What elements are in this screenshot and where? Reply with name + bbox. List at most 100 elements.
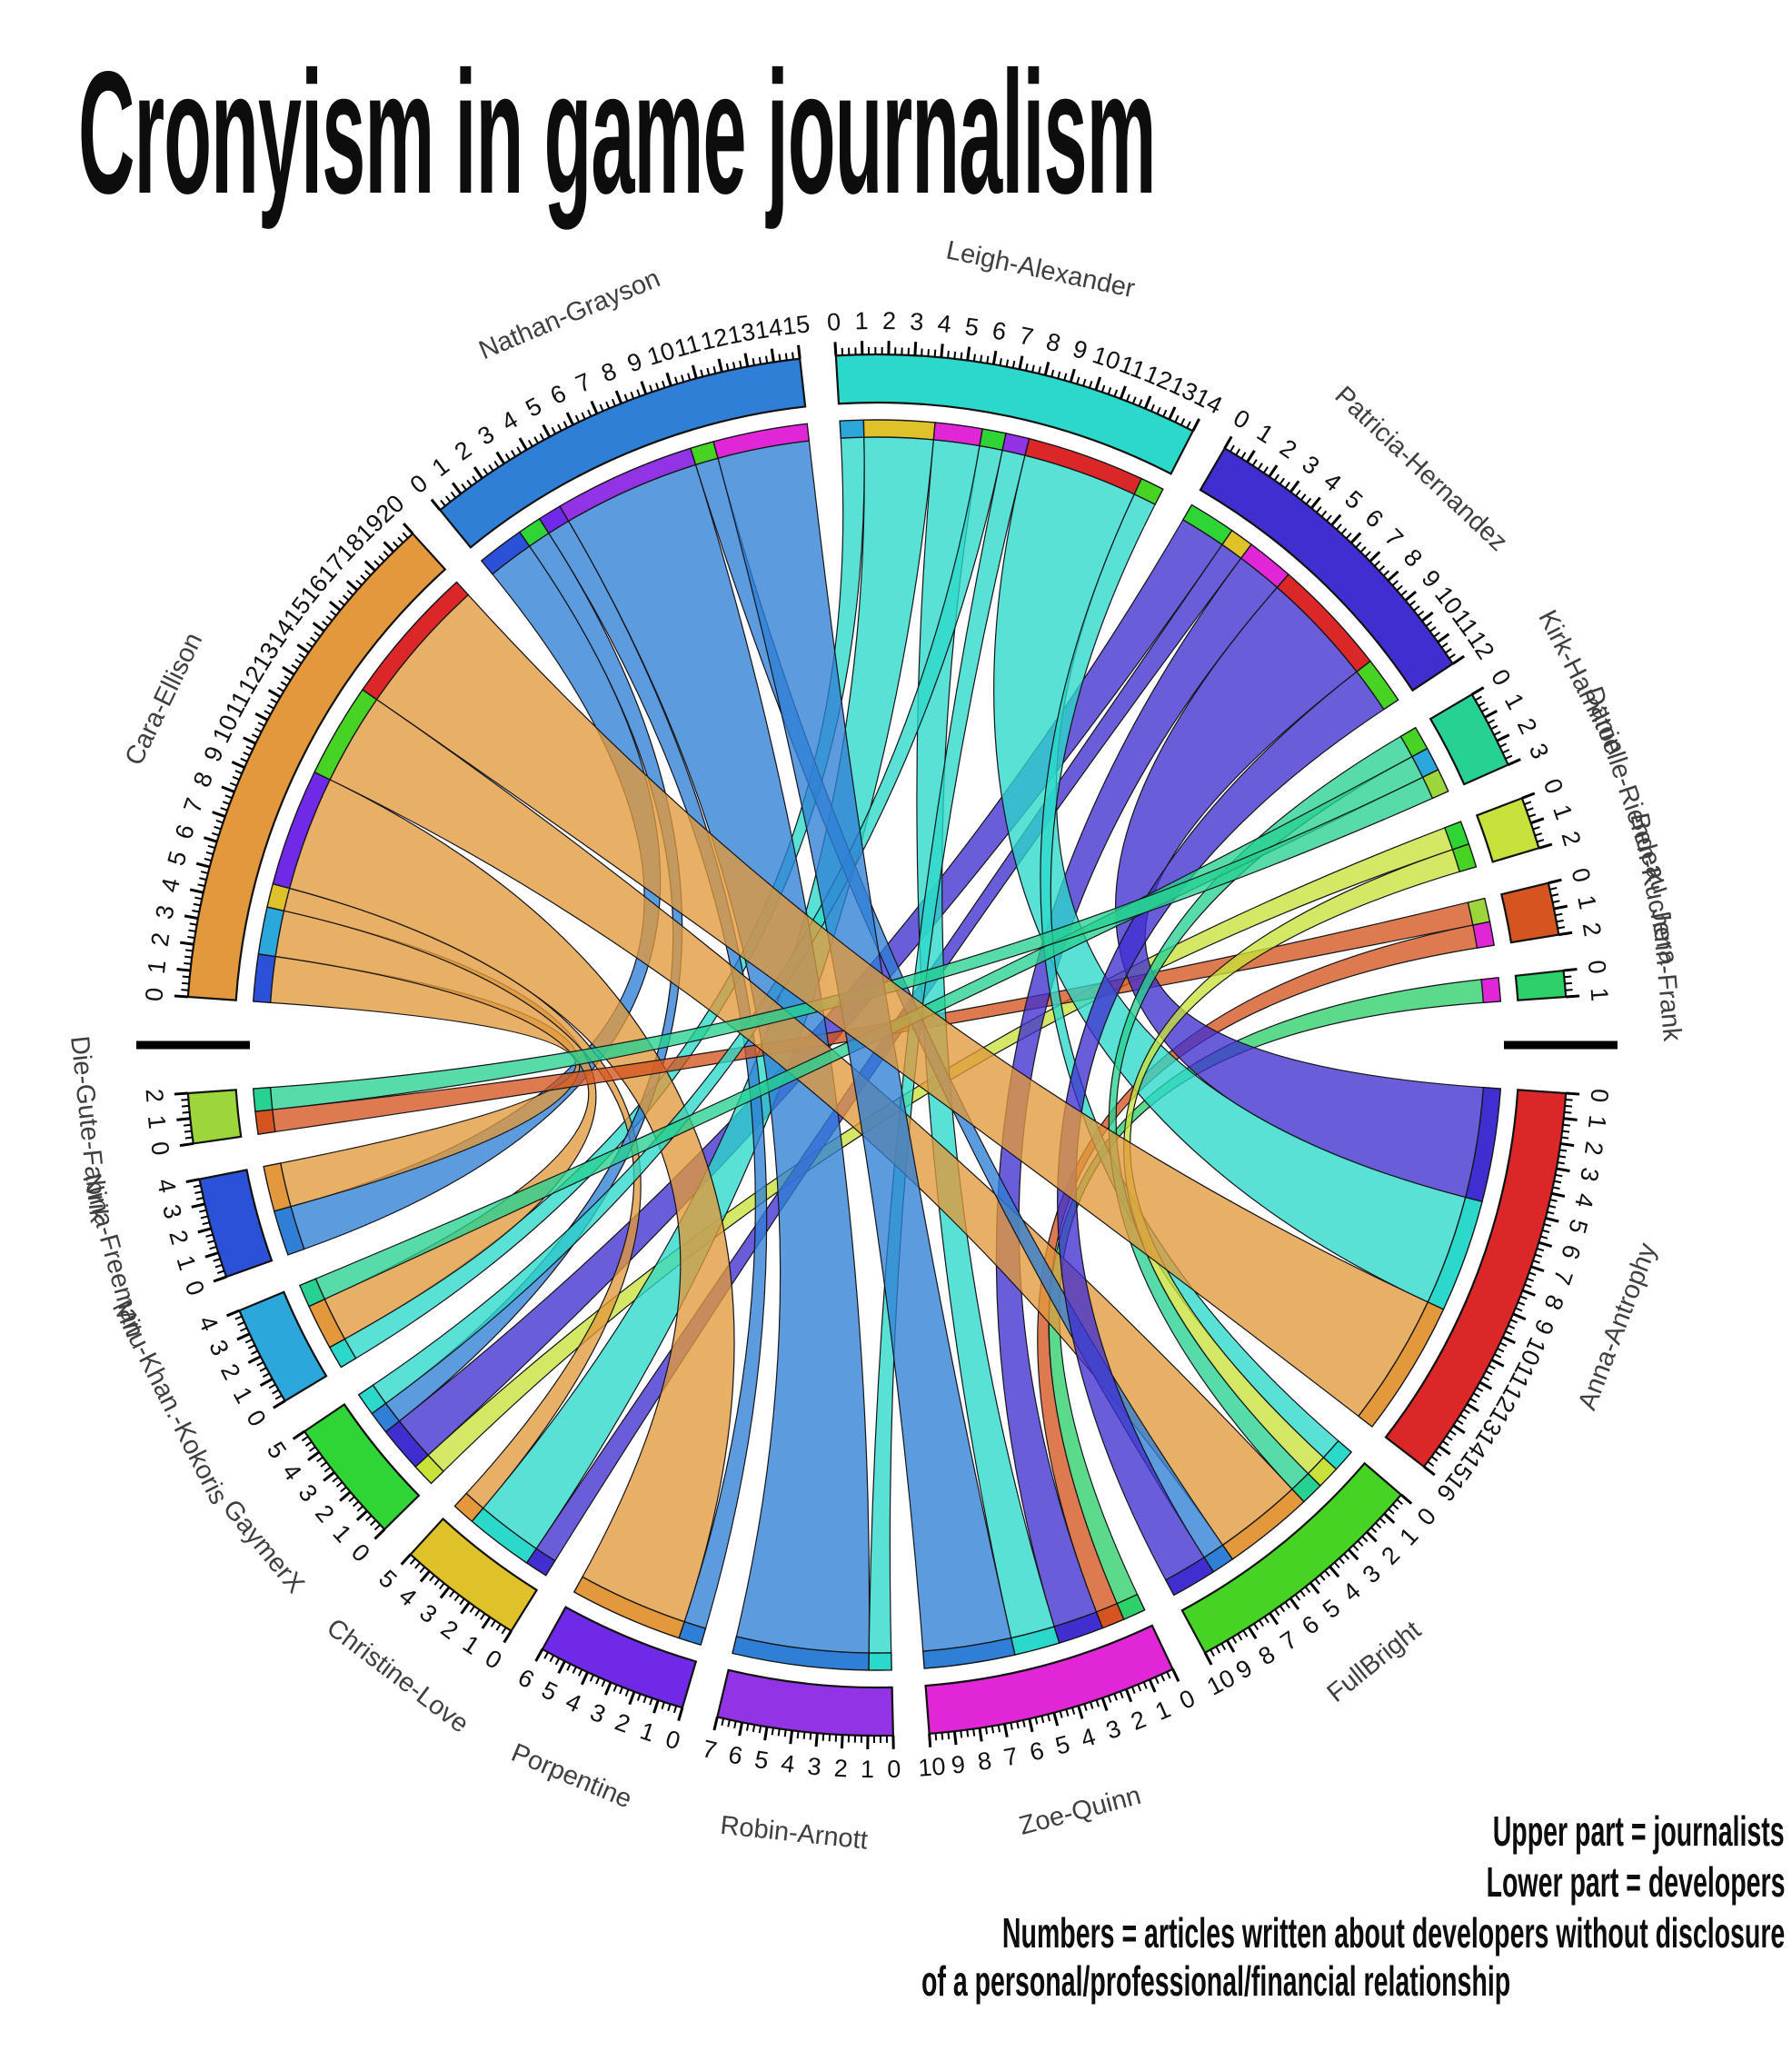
tick-minor-kirk-hamilton	[1491, 726, 1498, 730]
tick-minor-cara-ellison	[230, 783, 236, 786]
tick-minor-nathan-grayson	[733, 362, 735, 369]
tick-label-fullbright-1: 1	[1394, 1522, 1423, 1550]
tick-minor-leigh-alexander	[1109, 387, 1111, 394]
tick-major-leigh-alexander-13	[1170, 407, 1175, 420]
tick-major-leigh-alexander-4	[941, 343, 942, 357]
tick-minor-christine-love	[430, 1575, 434, 1580]
tick-minor-cara-ellison	[383, 552, 389, 557]
tick-major-nathan-grayson-13	[745, 353, 748, 367]
tick-minor-cara-ellison	[347, 591, 353, 595]
tick-minor-fullbright	[1295, 1595, 1299, 1600]
tick-major-zoe-quinn-8	[980, 1728, 981, 1742]
tick-label-porpentine-5: 5	[537, 1676, 562, 1707]
tick-minor-fullbright	[1259, 1620, 1263, 1627]
tick-major-anna-antrophy-11	[1491, 1359, 1503, 1366]
tick-major-porpentine-4	[582, 1672, 587, 1685]
tick-minor-cara-ellison	[365, 571, 371, 575]
tick-minor-cara-ellison	[403, 533, 407, 538]
tick-minor-nina-freeman	[215, 1265, 223, 1268]
tick-major-die-gute-fabrik-2	[174, 1093, 188, 1094]
tick-label-patricia-hernandez-0: 0	[1229, 404, 1254, 434]
tick-label-die-gute-fabrik-1: 1	[143, 1114, 171, 1130]
tick-minor-patricia-hernandez	[1341, 529, 1346, 534]
tick-minor-patricia-hernandez	[1296, 490, 1300, 495]
tick-minor-robin-arnott	[798, 1731, 799, 1738]
name-label-cara-ellison: Cara-Ellison	[120, 628, 209, 770]
tick-minor-mitu-khan-kokoris	[257, 1362, 264, 1366]
tick-label-nathan-grayson-2: 2	[450, 435, 476, 465]
arc-kirk-hamilton	[1430, 694, 1508, 784]
tick-major-cara-ellison-12	[269, 690, 281, 697]
tick-minor-fullbright	[1358, 1541, 1363, 1547]
tick-minor-patricia-hernandez	[1236, 449, 1239, 455]
tick-minor-nathan-grayson	[517, 447, 521, 453]
tick-minor-nina-freeman	[201, 1216, 208, 1218]
tick-minor-cara-ellison	[181, 990, 188, 991]
tick-label-christine-love-0: 0	[481, 1644, 507, 1674]
tick-major-patricia-hernandez-9	[1406, 592, 1416, 601]
tick-minor-patricia-hernandez	[1301, 494, 1306, 500]
tick-minor-nathan-grayson	[637, 390, 640, 397]
tick-minor-anna-antrophy	[1443, 1441, 1449, 1446]
tick-minor-zoe-quinn	[992, 1726, 993, 1733]
tick-label-fullbright-4: 4	[1338, 1578, 1366, 1608]
tick-label-patricia-hernandez-7: 7	[1379, 523, 1409, 553]
tick-minor-anna-antrophy	[1431, 1457, 1437, 1461]
cap-at-ben-kuchera-of-zoe-quinn	[1473, 921, 1494, 948]
tick-minor-danielle-riendeau	[1524, 801, 1531, 804]
tick-label-anna-antrophy-2: 2	[1579, 1140, 1608, 1157]
tick-minor-cara-ellison	[271, 699, 277, 702]
tick-minor-nathan-grayson	[489, 465, 493, 472]
tick-minor-jenn-frank	[1564, 977, 1571, 978]
tick-minor-die-gute-fabrik	[184, 1125, 191, 1126]
tick-minor-anna-antrophy	[1527, 1279, 1534, 1281]
tick-minor-zoe-quinn	[948, 1732, 949, 1739]
tick-major-ben-kuchera-2	[1558, 932, 1572, 934]
tick-minor-cara-ellison	[258, 722, 264, 726]
tick-minor-nathan-grayson	[506, 454, 510, 461]
tick-minor-nathan-grayson	[650, 385, 652, 393]
tick-minor-cara-ellison	[379, 556, 384, 562]
tick-minor-robin-arnott	[772, 1727, 773, 1735]
tick-label-danielle-riendeau-0: 0	[1538, 775, 1568, 798]
tick-major-patricia-hernandez-4	[1311, 498, 1319, 509]
tick-label-fullbright-8: 8	[1254, 1640, 1280, 1670]
tick-minor-robin-arnott	[753, 1725, 754, 1732]
tick-label-zoe-quinn-4: 4	[1078, 1723, 1099, 1753]
tick-minor-mitu-khan-kokoris	[251, 1351, 257, 1355]
tick-minor-porpentine	[573, 1667, 576, 1673]
tick-minor-jenn-frank	[1566, 990, 1573, 991]
tick-minor-cara-ellison	[221, 808, 228, 811]
tick-minor-christine-love	[415, 1563, 420, 1568]
tick-label-anna-antrophy-9: 9	[1528, 1316, 1558, 1339]
tick-label-ben-kuchera-2: 2	[1578, 921, 1607, 939]
tick-minor-cara-ellison	[267, 705, 274, 709]
tick-minor-anna-antrophy	[1525, 1285, 1532, 1288]
tick-minor-fullbright	[1243, 1630, 1247, 1637]
tick-major-gaymerx-5	[294, 1431, 304, 1439]
tick-minor-christine-love	[492, 1620, 495, 1627]
tick-label-nathan-grayson-4: 4	[497, 405, 523, 435]
tick-major-cara-ellison-5	[196, 863, 210, 867]
tick-minor-porpentine	[614, 1685, 617, 1691]
tick-minor-mitu-khan-kokoris	[248, 1345, 254, 1348]
tick-major-danielle-riendeau-2	[1538, 844, 1551, 848]
tick-label-nathan-grayson-1: 1	[427, 452, 454, 482]
tick-minor-anna-antrophy	[1495, 1354, 1501, 1358]
tick-minor-nathan-grayson	[552, 427, 555, 433]
tick-major-mitu-khan-kokoris-3	[237, 1334, 250, 1339]
tick-minor-cara-ellison	[393, 542, 399, 547]
tick-minor-mitu-khan-kokoris	[273, 1390, 279, 1394]
tick-label-patricia-hernandez-8: 8	[1399, 543, 1428, 572]
tick-minor-fullbright	[1285, 1602, 1289, 1608]
tick-minor-leigh-alexander	[1175, 415, 1178, 422]
tick-minor-cara-ellison	[374, 561, 380, 566]
tick-major-robin-arnott-7	[714, 1717, 717, 1730]
tick-major-christine-love-5	[402, 1555, 411, 1565]
tick-minor-ben-kuchera	[1553, 901, 1560, 902]
tick-minor-cara-ellison	[252, 734, 258, 738]
tick-major-christine-love-4	[421, 1571, 430, 1581]
name-label-zoe-quinn: Zoe-Quinn	[1016, 1781, 1144, 1841]
cap-at-die-gute-fabrik-of-kirk-hamilton	[254, 1088, 273, 1111]
tick-major-porpentine-1	[654, 1700, 659, 1713]
